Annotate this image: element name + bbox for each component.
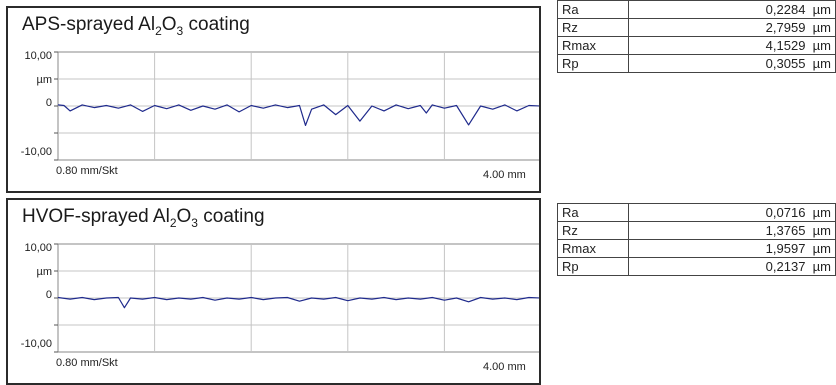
param-value: 1,3765 µm xyxy=(628,221,836,240)
param-name: Rp xyxy=(557,54,629,73)
y-unit-label: µm xyxy=(36,74,52,86)
y-tick-bottom: -10,00 xyxy=(20,146,52,158)
param-name: Rmax xyxy=(557,36,629,55)
table-row: Rz 2,7959 µm xyxy=(557,18,836,37)
profile-panel-aps: APS-sprayed Al2O3 coating 10,00 µm 0 -10… xyxy=(6,6,541,193)
param-value: 2,7959 µm xyxy=(628,18,836,37)
y-tick-top: 10,00 xyxy=(24,50,52,62)
param-name: Rmax xyxy=(557,239,629,258)
param-name: Ra xyxy=(557,203,629,222)
profile-line xyxy=(57,104,539,127)
chart-title: APS-sprayed Al2O3 coating xyxy=(22,14,250,38)
param-value: 0,2284 µm xyxy=(628,0,836,19)
chart-title: HVOF-sprayed Al2O3 coating xyxy=(22,206,265,230)
y-tick-zero: 0 xyxy=(45,289,52,301)
y-tick-zero: 0 xyxy=(45,97,52,109)
x-scale-label: 0.80 mm/Skt xyxy=(56,165,118,177)
profile-plot xyxy=(54,243,539,353)
table-row: Rz 1,3765 µm xyxy=(557,221,836,240)
param-value: 0,0716 µm xyxy=(628,203,836,222)
table-row: Rp 0,3055 µm xyxy=(557,54,836,73)
param-value: 4,1529 µm xyxy=(628,36,836,55)
table-row: Ra 0,0716 µm xyxy=(557,203,836,222)
y-unit-label: µm xyxy=(36,266,52,278)
y-tick-bottom: -10,00 xyxy=(20,338,52,350)
param-name: Ra xyxy=(557,0,629,19)
profile-panel-hvof: HVOF-sprayed Al2O3 coating 10,00 µm 0 -1… xyxy=(6,198,541,385)
x-scale-label: 0.80 mm/Skt xyxy=(56,357,118,369)
profile-line xyxy=(57,296,539,309)
table-row: Ra 0,2284 µm xyxy=(557,0,836,19)
param-value: 1,9597 µm xyxy=(628,239,836,258)
x-end-label: 4.00 mm xyxy=(483,361,526,373)
table-row: Rmax 1,9597 µm xyxy=(557,239,836,258)
param-name: Rz xyxy=(557,221,629,240)
param-value: 0,2137 µm xyxy=(628,257,836,276)
table-row: Rmax 4,1529 µm xyxy=(557,36,836,55)
param-name: Rz xyxy=(557,18,629,37)
profile-plot xyxy=(54,51,539,161)
roughness-table-aps: Ra 0,2284 µm Rz 2,7959 µm Rmax 4,1529 µm Rp… xyxy=(557,0,836,73)
table-row: Rp 0,2137 µm xyxy=(557,257,836,276)
roughness-table-hvof: Ra 0,0716 µm Rz 1,3765 µm Rmax 1,9597 µm Rp… xyxy=(557,203,836,276)
x-end-label: 4.00 mm xyxy=(483,169,526,181)
param-name: Rp xyxy=(557,257,629,276)
y-tick-top: 10,00 xyxy=(24,242,52,254)
param-value: 0,3055 µm xyxy=(628,54,836,73)
